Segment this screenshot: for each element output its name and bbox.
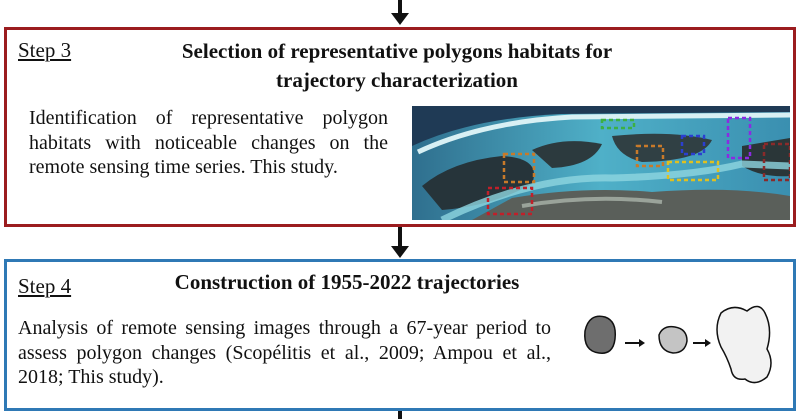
polygon-outline-green (600, 118, 636, 130)
polygon-outline-yellow (666, 160, 720, 182)
polygon-outline-red (486, 186, 534, 216)
polygon-trajectory-icon (584, 305, 772, 384)
step-4-box: Step 4 Construction of 1955-2022 traject… (4, 259, 796, 411)
polygon-outline-blue (680, 134, 706, 156)
middle-arrow-head (391, 246, 409, 258)
trajectory-arrow-2-head (705, 339, 711, 347)
step-3-description: Identification of representative polygon… (29, 107, 388, 178)
step-4-title: Construction of 1955-2022 trajectories (174, 270, 520, 294)
polygon-outline-dark-red (762, 142, 790, 182)
polygon-outline-purple (726, 116, 752, 160)
satellite-image-icon (412, 106, 790, 220)
middle-connector-line (398, 227, 402, 247)
step-3-box: Step 3 Selection of representative polyg… (4, 27, 796, 227)
top-arrow-head (391, 13, 409, 25)
top-connector-line (398, 0, 402, 14)
trajectory-arrow-1-head (639, 339, 645, 347)
step-3-title-line-1: Selection of representative polygons hab… (181, 39, 613, 63)
polygon-outline-orange-2 (635, 144, 665, 168)
step-3-title-line-2: trajectory characterization (276, 68, 518, 92)
step-4-label: Step 4 (18, 274, 72, 298)
polygon-stage-2 (658, 325, 688, 354)
step-4-description: Analysis of remote sensing images throug… (18, 317, 551, 388)
step-3-title: Selection of representative polygons hab… (97, 37, 697, 95)
polygon-stage-1 (584, 315, 617, 354)
polygon-stage-3 (716, 305, 772, 384)
polygon-outline-orange (502, 152, 536, 184)
bottom-connector-line (398, 411, 402, 419)
step-3-label: Step 3 (18, 38, 72, 62)
